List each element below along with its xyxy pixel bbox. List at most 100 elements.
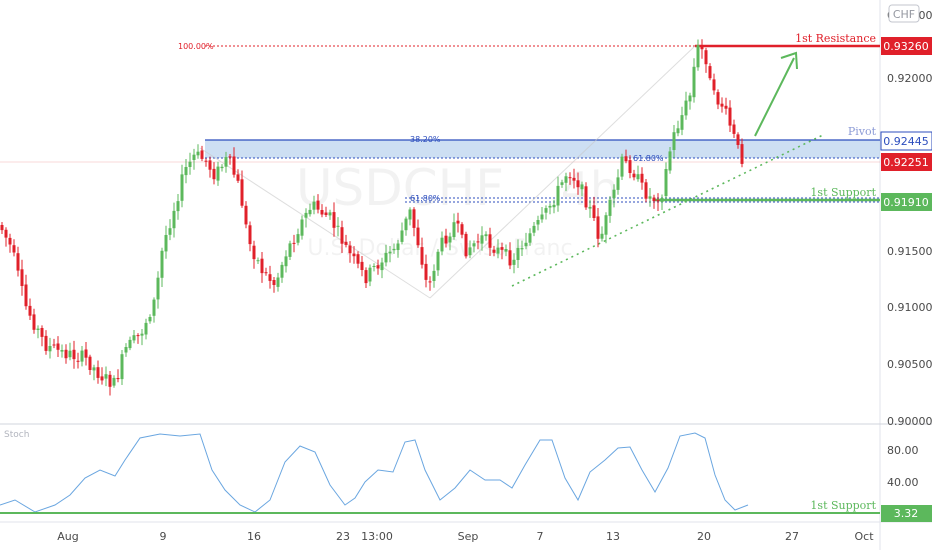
candle-body [52,344,56,346]
last-price: 0.92251 [883,156,929,169]
candle-body [140,333,144,336]
candle-body [644,182,648,199]
candle-body [628,160,632,173]
candle-body [604,215,608,235]
candle-body [284,256,288,267]
stoch-tick-40: 40.00 [887,476,919,489]
candle-body [480,235,484,244]
candle-body [184,167,188,176]
candle-body [272,280,276,285]
candle-body [416,227,420,246]
candle-body [280,264,284,278]
candle-body [424,263,428,280]
fib-diagonal-2 [429,45,696,299]
candle-body [320,210,324,215]
candle-body [40,328,44,337]
candle-body [668,151,672,171]
candle-body [228,156,232,158]
candle-body [84,349,88,358]
candle-body [404,218,408,231]
candle-body [220,166,224,169]
candle-body [152,299,156,316]
price-tick-label: 0.90500 [887,358,932,371]
candle-body [540,214,544,220]
price-tick-label: 0.90000 [887,415,932,428]
candle-body [360,261,364,270]
support-price-box [881,193,932,211]
time-tick-label: 16 [247,530,261,543]
candle-body [312,201,316,210]
candle-body [368,267,372,282]
candle-body [636,174,640,180]
time-tick-label: Oct [854,530,874,543]
candle-body [472,243,476,247]
currency-badge [888,4,920,23]
candle-body [308,209,312,215]
candle-body [200,150,204,159]
candle-body [300,219,304,236]
stoch-support-label: 1st Support [810,499,876,512]
candle-body [572,177,576,181]
candle-body [660,198,664,202]
candle-body [216,166,220,181]
candle-body [708,66,712,79]
projection-arrow [754,57,795,137]
candle-body [248,225,252,245]
candle-body [420,247,424,265]
candle-body [528,233,532,243]
time-tick-label: Sep [458,530,479,543]
candle-body [436,251,440,271]
candle-body [276,277,280,287]
price-tick-label: 0.92000 [887,72,932,85]
candle-body [344,241,348,245]
candle-body [588,206,592,209]
time-tick-label: 13 [606,530,620,543]
candle-body [704,50,708,65]
candle-body [492,249,496,253]
candle-body [92,367,96,371]
candle-body [68,350,72,358]
candle-body [500,247,504,250]
candle-body [28,305,32,316]
candle-body [348,245,352,254]
time-tick-label: Aug [57,530,78,543]
ascending-trendline [511,133,826,287]
candle-body [408,209,412,220]
candle-body [624,156,628,162]
candle-body [164,235,168,252]
candle-body [612,189,616,199]
candle-body [36,328,40,330]
candle-body [32,314,36,330]
candle-body [464,233,468,257]
candle-body [4,229,8,238]
candle-body [432,270,436,281]
candle-body [96,367,100,378]
candle-body [172,210,176,229]
candle-body [384,252,388,263]
stoch-value-box [881,505,932,522]
candle-body [340,227,344,244]
candle-body [16,253,20,271]
candle-body [44,335,48,351]
candle-body [568,177,572,179]
support-price: 0.91910 [883,196,929,209]
candle-body [204,160,208,162]
candle-body [120,354,124,380]
candle-body [724,105,728,109]
candle-body [696,45,700,68]
candle-body [608,199,612,216]
candle-body [716,92,720,105]
candle-body [88,356,92,370]
candle-body [504,249,508,252]
candle-body [456,220,460,224]
candle-body [460,224,464,235]
candle-body [512,259,516,265]
candle-body [712,79,716,91]
candle-body [264,272,268,274]
candle-body [396,243,400,250]
candle-body [648,196,652,199]
candle-body [196,151,200,156]
candle-body [364,270,368,284]
candle-body [188,161,192,167]
